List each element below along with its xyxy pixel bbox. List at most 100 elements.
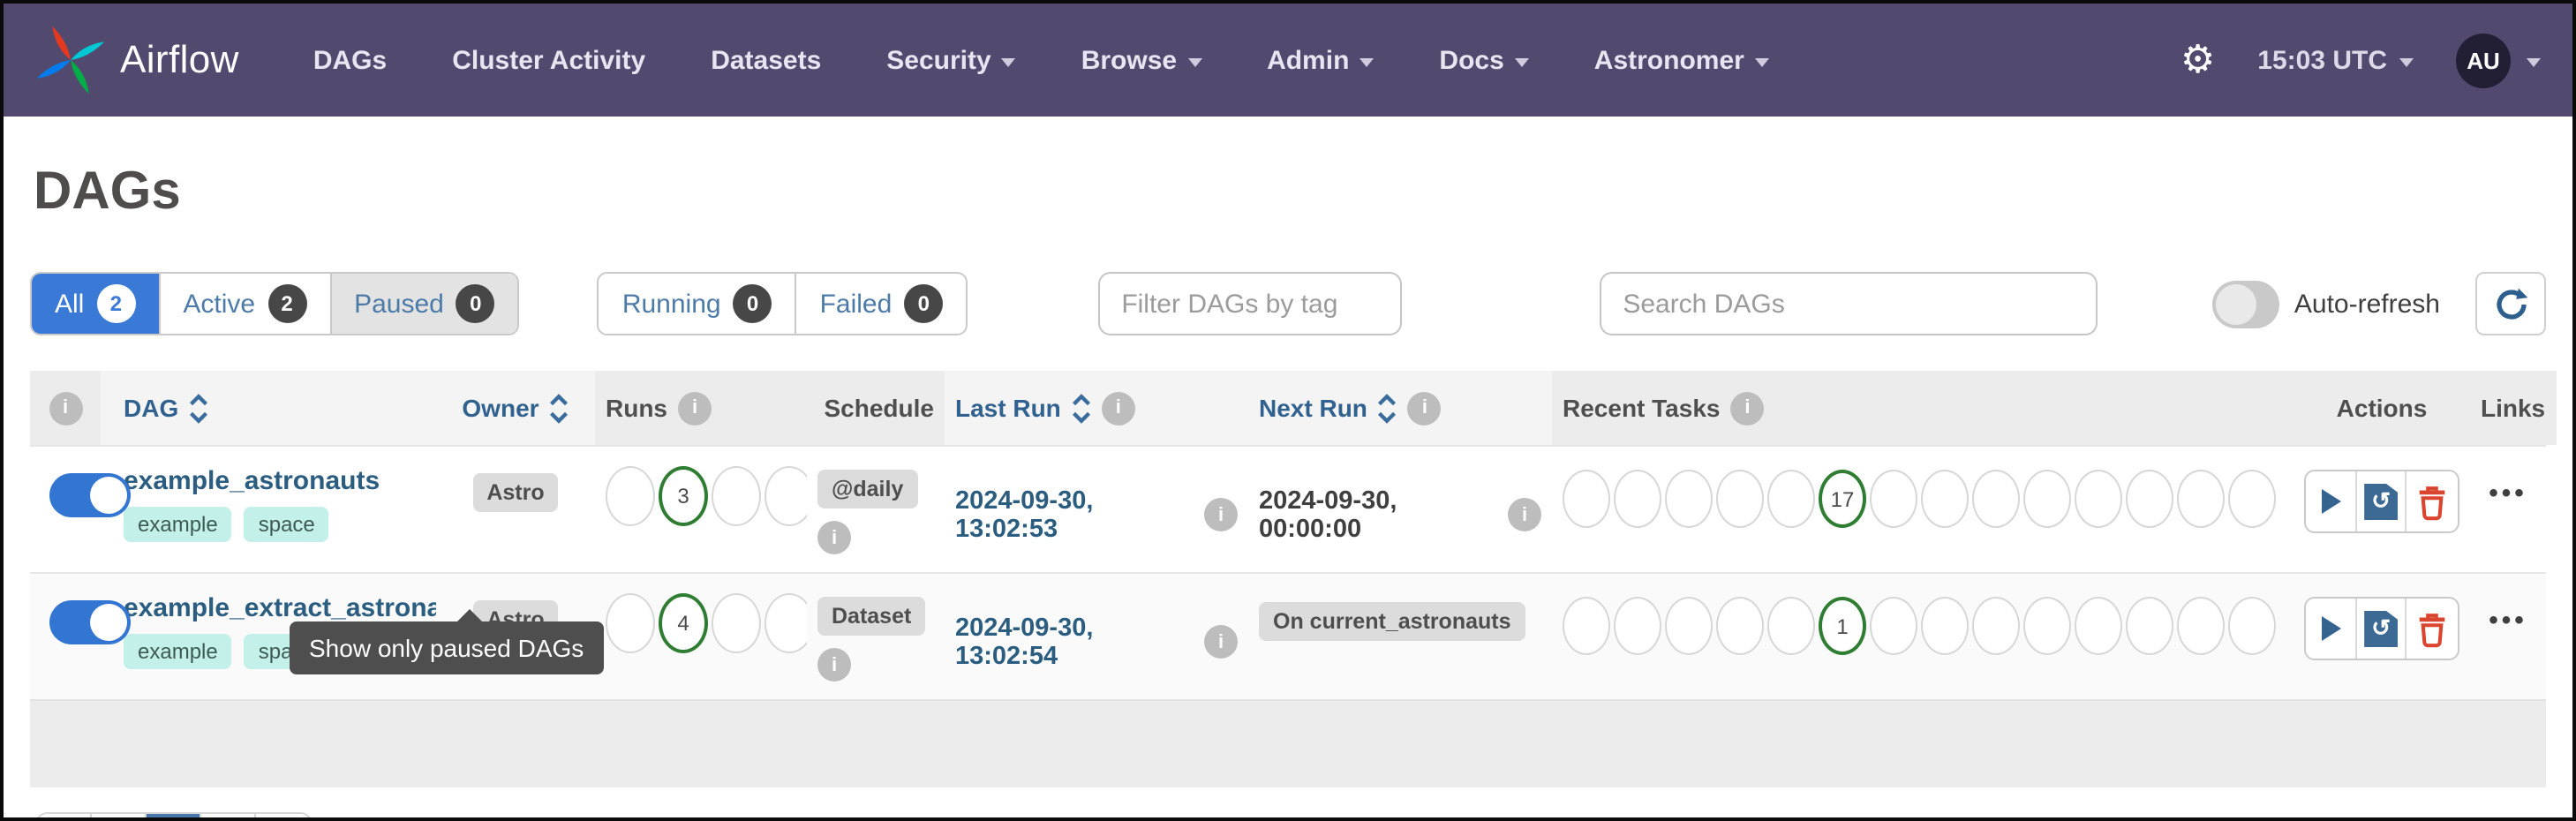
auto-refresh-toggle[interactable] bbox=[2212, 280, 2280, 328]
task-state-circle[interactable] bbox=[1921, 470, 1969, 528]
pagination-next-button[interactable]: › bbox=[201, 814, 256, 817]
nav-item-dags[interactable]: DAGs bbox=[313, 45, 388, 75]
filter-failed-button[interactable]: Failed 0 bbox=[796, 274, 967, 334]
dag-pause-toggle[interactable] bbox=[49, 600, 131, 644]
task-state-circle[interactable] bbox=[2177, 597, 2225, 655]
task-state-circle[interactable] bbox=[2228, 470, 2276, 528]
task-state-circle[interactable] bbox=[1870, 470, 1917, 528]
nav-item-security[interactable]: Security bbox=[886, 45, 1016, 75]
filter-paused-button[interactable]: Paused 0 bbox=[331, 274, 518, 334]
avatar[interactable]: AU bbox=[2456, 33, 2511, 87]
pagination-first-button[interactable]: « bbox=[37, 814, 92, 817]
sort-icon[interactable] bbox=[189, 393, 208, 423]
dag-tag[interactable]: example bbox=[124, 634, 232, 669]
task-state-circle[interactable] bbox=[1716, 597, 1764, 655]
task-state-circle[interactable] bbox=[2075, 597, 2122, 655]
delete-dag-button[interactable] bbox=[2407, 599, 2458, 659]
info-icon[interactable]: i bbox=[1204, 625, 1238, 659]
header-dag[interactable]: DAG bbox=[101, 371, 436, 445]
airflow-brand[interactable]: Airflow bbox=[35, 25, 239, 95]
last-run-link[interactable]: 2024-09-30, 13:02:53 bbox=[955, 486, 1094, 543]
last-run-link[interactable]: 2024-09-30, 13:02:54 bbox=[955, 614, 1094, 670]
dag-link[interactable]: example_astronauts bbox=[124, 466, 380, 496]
task-state-circle[interactable] bbox=[1972, 470, 2020, 528]
dag-pause-toggle[interactable] bbox=[49, 473, 131, 517]
tag-filter-input[interactable] bbox=[1098, 272, 1403, 335]
info-icon[interactable]: i bbox=[1101, 391, 1135, 425]
nav-item-astronomer[interactable]: Astronomer bbox=[1594, 45, 1769, 75]
sort-icon[interactable] bbox=[550, 393, 569, 423]
task-state-circle[interactable] bbox=[1716, 470, 1764, 528]
delete-dag-button[interactable] bbox=[2407, 471, 2458, 531]
task-state-circle[interactable] bbox=[765, 593, 814, 653]
sort-icon[interactable] bbox=[1072, 393, 1091, 423]
user-menu[interactable]: AU bbox=[2456, 33, 2541, 87]
nav-item-browse[interactable]: Browse bbox=[1081, 45, 1202, 75]
task-state-circle[interactable] bbox=[2126, 470, 2173, 528]
task-state-circle-success[interactable]: 1 bbox=[1819, 597, 1866, 655]
info-icon[interactable]: i bbox=[817, 521, 851, 554]
nav-item-datasets[interactable]: Datasets bbox=[711, 45, 822, 75]
pagination-page-1-button[interactable]: 1 bbox=[147, 814, 201, 817]
task-state-circle[interactable] bbox=[606, 466, 655, 526]
filter-running-button[interactable]: Running 0 bbox=[599, 274, 797, 334]
dag-link[interactable]: example_extract_astronauts bbox=[124, 593, 482, 623]
task-state-circle[interactable] bbox=[712, 593, 761, 653]
gear-icon[interactable]: ⚙ bbox=[2180, 37, 2216, 81]
info-icon[interactable]: i bbox=[1407, 391, 1442, 425]
task-state-circle[interactable] bbox=[1665, 597, 1713, 655]
task-state-circle[interactable] bbox=[765, 466, 814, 526]
task-state-circle[interactable] bbox=[1614, 470, 1661, 528]
pagination-last-button[interactable]: » bbox=[256, 814, 311, 817]
filter-active-button[interactable]: Active 2 bbox=[160, 274, 332, 334]
info-icon[interactable]: i bbox=[678, 391, 712, 425]
task-state-circle[interactable] bbox=[1870, 597, 1917, 655]
search-dags-input[interactable] bbox=[1600, 272, 2098, 335]
trigger-dag-button[interactable] bbox=[2306, 471, 2357, 531]
reparse-dag-button[interactable]: ↺ bbox=[2356, 599, 2407, 659]
task-state-circle-success[interactable]: 17 bbox=[1819, 470, 1866, 528]
info-icon[interactable]: i bbox=[1508, 498, 1541, 531]
task-state-circle[interactable] bbox=[2126, 597, 2173, 655]
task-state-circle[interactable] bbox=[2075, 470, 2122, 528]
schedule-badge[interactable]: Dataset bbox=[817, 597, 926, 636]
nav-item-admin[interactable]: Admin bbox=[1267, 45, 1375, 75]
header-last-run[interactable]: Last Run i bbox=[945, 371, 1248, 445]
task-state-circle-success[interactable]: 3 bbox=[659, 466, 708, 526]
dag-tag[interactable]: example bbox=[124, 507, 232, 542]
task-state-circle[interactable] bbox=[1921, 597, 1969, 655]
refresh-button[interactable] bbox=[2475, 272, 2546, 335]
task-state-circle-success[interactable]: 4 bbox=[659, 593, 708, 653]
links-menu-button[interactable]: ••• bbox=[2489, 478, 2527, 508]
owner-badge[interactable]: Astro bbox=[472, 473, 559, 512]
task-state-circle[interactable] bbox=[1563, 470, 1610, 528]
task-state-circle[interactable] bbox=[1665, 470, 1713, 528]
info-icon[interactable]: i bbox=[1730, 391, 1765, 425]
info-icon[interactable]: i bbox=[817, 648, 851, 682]
sort-icon[interactable] bbox=[1378, 393, 1397, 423]
header-owner[interactable]: Owner bbox=[436, 371, 595, 445]
task-state-circle[interactable] bbox=[1972, 597, 2020, 655]
nav-item-cluster-activity[interactable]: Cluster Activity bbox=[452, 45, 646, 75]
task-state-circle[interactable] bbox=[2228, 597, 2276, 655]
next-run-dataset-badge[interactable]: On current_astronauts bbox=[1259, 602, 1525, 641]
task-state-circle[interactable] bbox=[1767, 597, 1815, 655]
info-icon[interactable]: i bbox=[1204, 498, 1238, 531]
task-state-circle[interactable] bbox=[1563, 597, 1610, 655]
filter-all-button[interactable]: All 2 bbox=[32, 274, 161, 334]
task-state-circle[interactable] bbox=[1614, 597, 1661, 655]
dag-tag[interactable]: space bbox=[244, 507, 329, 542]
timezone-selector[interactable]: 15:03 UTC bbox=[2257, 45, 2414, 75]
task-state-circle[interactable] bbox=[2023, 597, 2071, 655]
pagination-prev-button[interactable]: ‹ bbox=[92, 814, 147, 817]
links-menu-button[interactable]: ••• bbox=[2489, 606, 2527, 636]
trigger-dag-button[interactable] bbox=[2306, 599, 2357, 659]
nav-item-docs[interactable]: Docs bbox=[1439, 45, 1529, 75]
task-state-circle[interactable] bbox=[606, 593, 655, 653]
task-state-circle[interactable] bbox=[1767, 470, 1815, 528]
header-next-run[interactable]: Next Run i bbox=[1248, 371, 1552, 445]
task-state-circle[interactable] bbox=[2177, 470, 2225, 528]
schedule-badge[interactable]: @daily bbox=[817, 470, 918, 508]
reparse-dag-button[interactable]: ↺ bbox=[2356, 471, 2407, 531]
task-state-circle[interactable] bbox=[712, 466, 761, 526]
